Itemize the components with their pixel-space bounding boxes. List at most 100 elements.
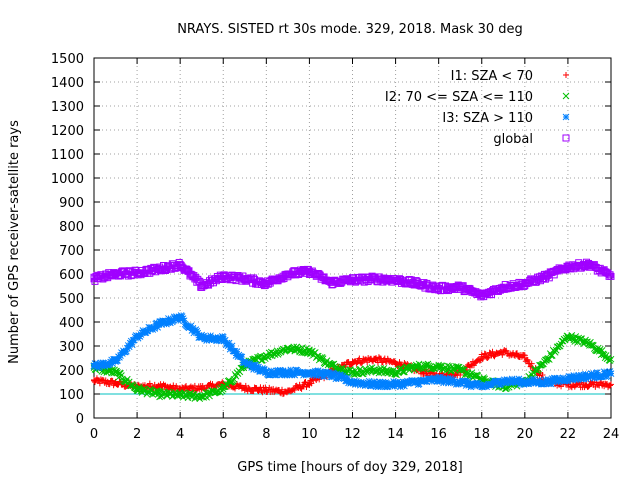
legend-label: I3: SZA > 110 (442, 111, 533, 126)
x-tick-label: 10 (301, 427, 318, 442)
series-1-point (99, 376, 106, 383)
series-3-data-point (564, 375, 572, 382)
legend-label: I2: 70 <= SZA <= 110 (385, 90, 533, 105)
series-1-point (514, 350, 520, 357)
series-4-data-point (478, 292, 486, 300)
series-2-data-point (564, 333, 572, 340)
series-1-point (300, 383, 307, 390)
series-1-point (291, 387, 298, 394)
y-tick-label: 1400 (51, 76, 84, 91)
series-4-data-point (176, 260, 184, 268)
series-2-point (596, 345, 604, 353)
series-3-data-point (327, 371, 335, 379)
y-tick-label: 900 (59, 196, 84, 211)
series-2-point (400, 368, 407, 376)
x-tick-label: 14 (387, 427, 404, 442)
series-1-point (146, 380, 153, 387)
series-3 (90, 312, 615, 391)
x-tick-label: 18 (473, 427, 490, 442)
series-4-data-point (219, 272, 227, 280)
series-2-point (581, 338, 588, 346)
series-2-point (551, 348, 559, 356)
series-4-data-point (542, 272, 550, 280)
series-4-data-point (370, 275, 378, 283)
series-1-point (379, 359, 386, 366)
series-3-data-point (521, 378, 529, 386)
series-1-data-point (284, 388, 291, 395)
series-2-data-point (435, 363, 443, 370)
y-tick-label: 300 (59, 340, 84, 355)
legend: I1: SZA < 70 I2: 70 <= SZA <= 110 I3: SZA … (385, 69, 570, 147)
series-2-point (556, 342, 564, 350)
series-4-point (183, 265, 191, 273)
y-tick-label: 800 (59, 220, 84, 235)
series-1-point (191, 382, 198, 389)
series-2-data-point (607, 355, 615, 363)
legend-label: global (493, 132, 533, 147)
series-4-data-point (413, 280, 421, 288)
series-3-data-point (90, 363, 98, 370)
series-3-data-point (370, 381, 378, 388)
series-3-data-point (176, 313, 184, 321)
plot-area (90, 258, 615, 403)
series-1-point (528, 360, 535, 367)
y-tick-label: 1200 (51, 124, 84, 139)
y-tick-label: 100 (59, 388, 84, 403)
series-2-point (601, 354, 609, 362)
series-1-point (305, 381, 312, 388)
series-2-point (183, 392, 191, 399)
series-4-data-point (112, 270, 120, 278)
series-1-point (482, 351, 489, 358)
y-tick-label: 1500 (51, 52, 84, 67)
series-3-data-point (456, 378, 464, 386)
legend-marker (562, 113, 570, 121)
series-3-data-point (392, 381, 399, 388)
series-1-data-point (263, 387, 270, 394)
series-2-data-point (284, 345, 292, 352)
series-2-data-point (370, 366, 378, 374)
series-1-data-point (112, 380, 119, 387)
series-2-point (222, 381, 230, 388)
series-4-data-point (262, 280, 270, 288)
series-4-data-point (241, 275, 249, 283)
series-4-point (606, 271, 614, 279)
series-4-data-point (392, 276, 400, 284)
series-2-point (462, 369, 470, 376)
y-tick-label: 1300 (51, 100, 84, 115)
series-4-data-point (499, 283, 507, 291)
x-tick-label: 0 (90, 427, 98, 442)
y-tick-label: 600 (59, 268, 84, 283)
x-tick-label: 22 (560, 427, 577, 442)
series-4-data-point (198, 282, 206, 290)
series-4-data-point (90, 275, 98, 283)
series-1-point (607, 382, 614, 389)
series-2-point (218, 387, 226, 395)
series-1-data-point (371, 356, 378, 363)
series-4-data-point (456, 283, 464, 291)
series-4-data-point (327, 278, 335, 286)
series-2-data-point (349, 369, 356, 376)
series-2-point (319, 355, 327, 363)
series-1-data-point (241, 385, 248, 391)
y-tick-label: 500 (59, 292, 84, 307)
y-tick-label: 200 (59, 364, 84, 379)
y-tick-label: 1000 (51, 172, 84, 187)
series-4-point (194, 275, 202, 283)
legend-label: I1: SZA < 70 (451, 69, 533, 84)
axes (93, 57, 612, 419)
series-2-data-point (155, 390, 162, 398)
series-4-data-point (305, 268, 313, 276)
series-1-data-point (155, 382, 162, 389)
series-1-point (391, 358, 398, 365)
series-4-data-point (564, 263, 572, 271)
series-1-point (358, 360, 365, 367)
series-1-data-point (500, 349, 507, 355)
series-4-data-point (607, 272, 615, 280)
y-axis-label: Number of GPS receiver-satellite rays (7, 120, 22, 364)
series-1-point (485, 353, 492, 360)
series-3-data-point (155, 321, 162, 328)
series-4-data-point (349, 276, 356, 284)
series-3-data-point (543, 378, 550, 386)
series-2-point (404, 364, 412, 372)
